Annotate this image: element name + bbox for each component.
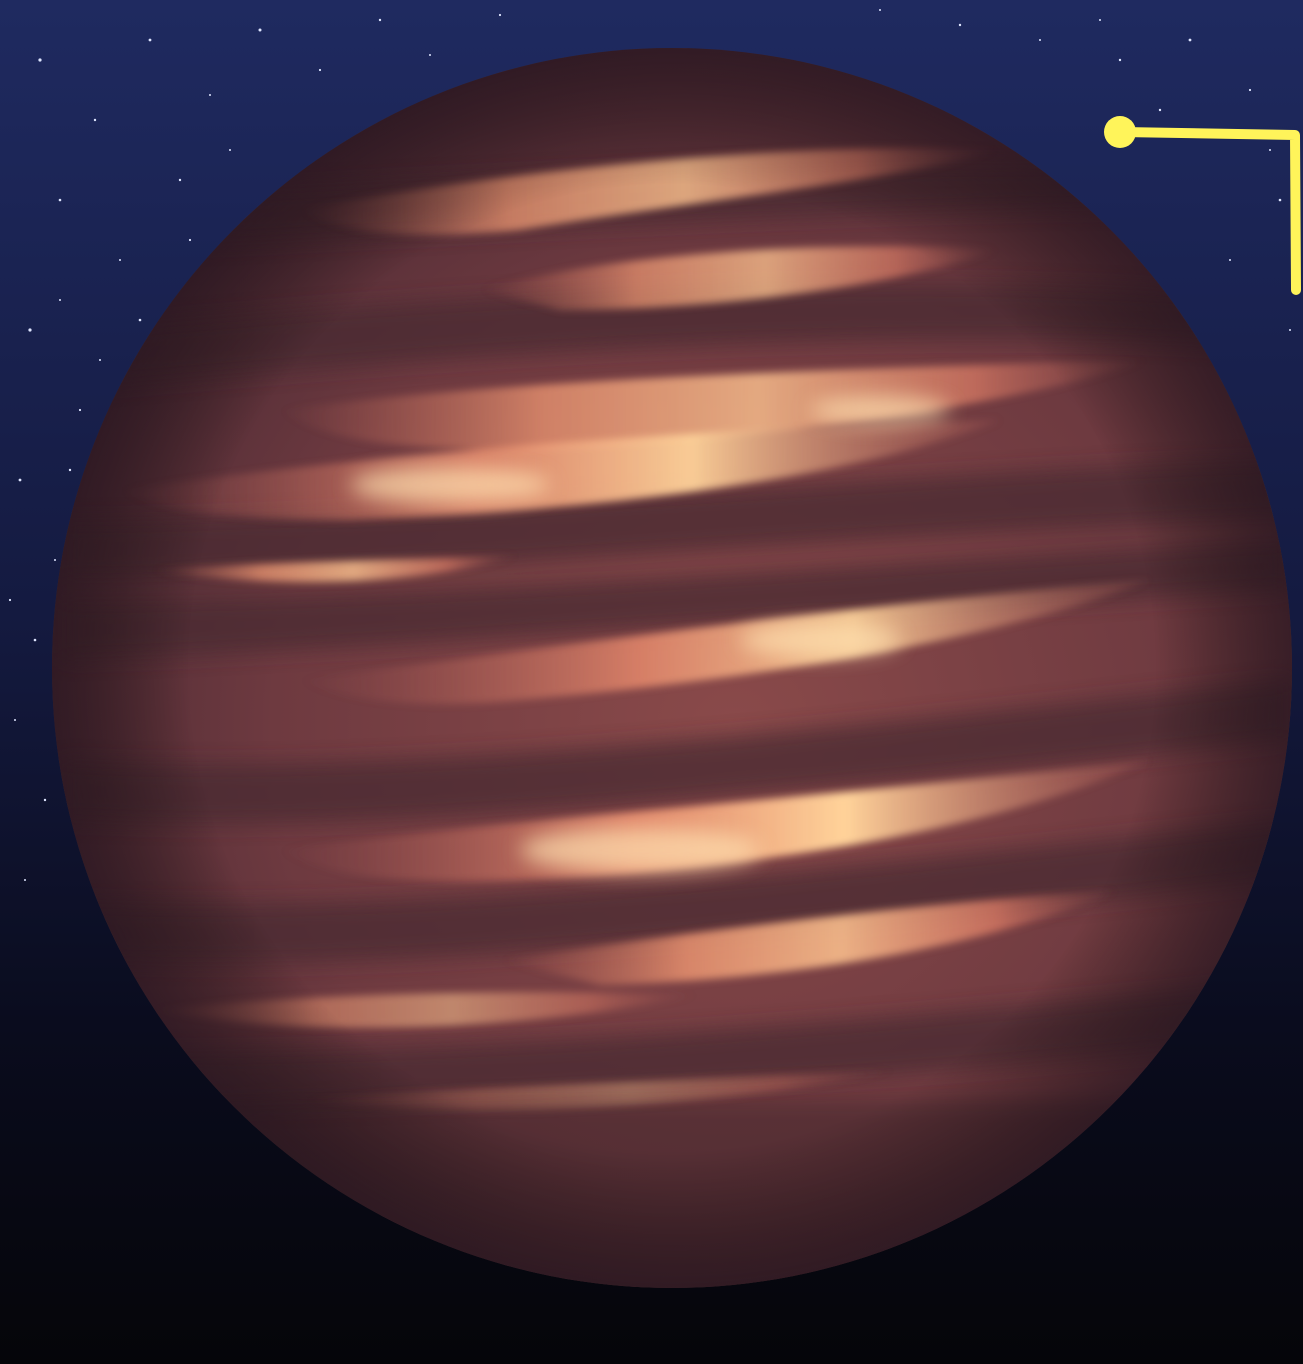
callout-pointer-icon (1104, 116, 1301, 295)
star-field (8, 9, 1291, 881)
